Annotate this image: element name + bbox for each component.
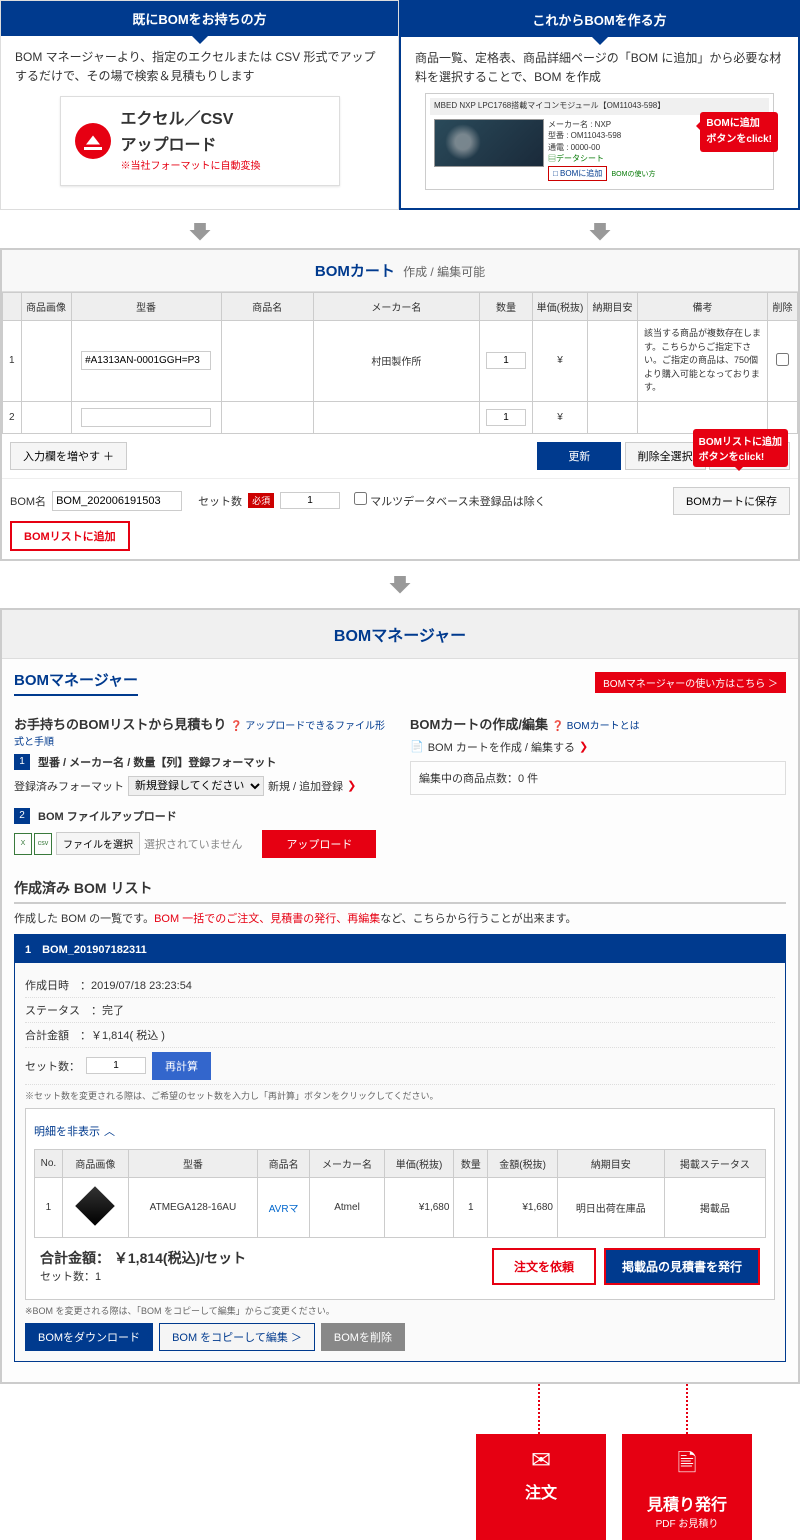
add-list-callout: BOMリストに追加 ボタンをclick!	[693, 429, 788, 467]
existing-bom-header: 既にBOMをお持ちの方	[1, 1, 398, 36]
save-cart-button[interactable]: BOMカートに保存	[673, 487, 790, 515]
add-to-bom-button[interactable]: □ BOMに追加	[548, 166, 607, 181]
chip-icon	[76, 1186, 116, 1226]
delete-checkbox[interactable]	[776, 353, 789, 366]
update-button[interactable]: 更新	[537, 442, 621, 470]
bom-name-input[interactable]	[52, 491, 182, 511]
bom-manager-panel: BOMマネージャー BOMマネージャー BOMマネージャーの使い方はこちら ＞ …	[0, 608, 800, 1384]
arrow-down-icon	[386, 569, 414, 597]
add-bom-callout: BOMに追加 ボタンをclick!	[700, 112, 778, 152]
arrow-down-icon	[186, 216, 214, 244]
exclude-checkbox[interactable]	[354, 492, 367, 505]
upload-icon	[75, 123, 111, 159]
order-button[interactable]: 注文を依頼	[492, 1248, 596, 1285]
choose-file-button[interactable]: ファイルを選択	[56, 832, 140, 855]
quote-big-button[interactable]: 🖹 見積り発行 PDF お見積り	[622, 1434, 752, 1540]
qty-input[interactable]	[486, 352, 526, 369]
part-input[interactable]	[81, 351, 211, 370]
quote-button[interactable]: 掲載品の見積書を発行	[604, 1248, 760, 1285]
set-count-input[interactable]	[280, 492, 340, 509]
detail-toggle[interactable]: 明細を非表示 ︿	[34, 1117, 766, 1145]
part-input[interactable]	[81, 408, 211, 427]
pdf-icon: 🖹	[622, 1446, 752, 1487]
download-bom-button[interactable]: BOMをダウンロード	[25, 1323, 153, 1351]
bom-list-item: 1 BOM_201907182311 作成日時 ：2019/07/18 23:2…	[14, 934, 786, 1362]
new-bom-header: これからBOMを作る方	[401, 2, 798, 37]
format-select[interactable]: 新規登録してください	[128, 776, 264, 796]
qty-input[interactable]	[486, 409, 526, 426]
upload-button[interactable]: アップロード	[262, 830, 376, 858]
set-input[interactable]	[86, 1057, 146, 1074]
delete-bom-button[interactable]: BOMを削除	[321, 1323, 405, 1351]
file-type-icons: Xcsv	[14, 833, 52, 855]
add-row-button[interactable]: 入力欄を増やす ＋	[10, 442, 127, 470]
bom-cart-panel: BOMカート 作成 / 編集可能 商品画像 型番 商品名 メーカー名 数量 単価…	[0, 248, 800, 561]
existing-bom-box: 既にBOMをお持ちの方 BOM マネージャーより、指定のエクセルまたは CSV …	[0, 0, 399, 210]
copy-edit-button[interactable]: BOM をコピーして編集 ＞	[159, 1323, 315, 1351]
existing-bom-desc: BOM マネージャーより、指定のエクセルまたは CSV 形式でアップするだけで、…	[15, 48, 384, 86]
upload-card[interactable]: エクセル／CSV アップロード ※当社フォーマットに自動変換	[60, 96, 340, 185]
order-big-button[interactable]: ✉ 注文	[476, 1434, 606, 1540]
product-image	[434, 119, 544, 167]
add-to-bom-list-button[interactable]: BOMリストに追加	[10, 521, 130, 551]
cart-table: 商品画像 型番 商品名 メーカー名 数量 単価(税抜) 納期目安 備考 削除 1…	[2, 292, 798, 434]
arrow-down-icon	[586, 216, 614, 244]
help-link[interactable]: BOMマネージャーの使い方はこちら ＞	[595, 672, 786, 693]
cart-row: 2 ¥	[3, 401, 798, 433]
mail-icon: ✉	[476, 1446, 606, 1475]
cart-row: 1 村田製作所 ¥ 該当する商品が複数存在します。こちらからご指定下さい。ご指定…	[3, 321, 798, 402]
recalc-button[interactable]: 再計算	[152, 1052, 211, 1080]
new-bom-box: これからBOMを作る方 商品一覧、定格表、商品詳細ページの「BOM に追加」から…	[399, 0, 800, 210]
new-bom-desc: 商品一覧、定格表、商品詳細ページの「BOM に追加」から必要な材料を選択すること…	[415, 49, 784, 87]
